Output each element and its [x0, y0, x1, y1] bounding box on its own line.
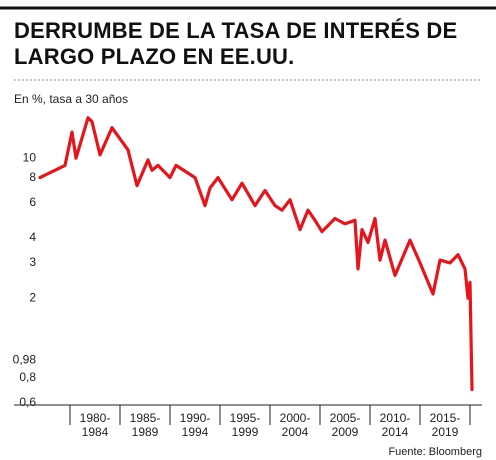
x-tick-label-line: 2019 — [432, 425, 459, 439]
y-tick-label: 3 — [29, 255, 36, 269]
y-tick-label: 4 — [29, 230, 36, 244]
y-tick-label: 0,8 — [19, 370, 36, 384]
source: Fuente: Bloomberg — [388, 446, 482, 458]
x-tick-label: 1990-1994 — [180, 411, 211, 439]
x-tick-label-line: 2000- — [280, 411, 311, 425]
x-tick-label: 2010-2014 — [380, 411, 411, 439]
y-tick-label: 6 — [29, 195, 36, 209]
x-tick-label: 2015-2019 — [430, 411, 461, 439]
chart-title: DERRUMBE DE LA TASA DE INTERÉS DE LARGO … — [14, 18, 458, 69]
x-tick-label-line: 1985- — [130, 411, 161, 425]
subtitle: En %, tasa a 30 años — [14, 92, 128, 106]
y-tick-label: 0,6 — [19, 395, 36, 409]
x-tick-label-line: 2005- — [330, 411, 361, 425]
y-tick-label: 2 — [29, 290, 36, 304]
data-line — [38, 116, 474, 392]
x-tick-label-line: 1995- — [230, 411, 261, 425]
x-tick-label-line: 1989 — [132, 425, 159, 439]
y-tick-label: 10 — [23, 150, 37, 164]
x-tick-label: 2005-2009 — [330, 411, 361, 439]
y-tick-label: 0,98 — [13, 352, 37, 366]
x-tick-label-line: 2004 — [282, 425, 309, 439]
x-tick-label: 1995-1999 — [230, 411, 261, 439]
x-tick-label-line: 2010- — [380, 411, 411, 425]
x-tick-label: 1985-1989 — [130, 411, 161, 439]
x-tick-label-line: 2009 — [332, 425, 359, 439]
x-tick-label-line: 1999 — [232, 425, 259, 439]
x-tick-label-line: 1990- — [180, 411, 211, 425]
x-tick-label-line: 1994 — [182, 425, 209, 439]
x-tick-label-line: 2014 — [382, 425, 409, 439]
y-tick-label: 8 — [29, 170, 36, 184]
x-tick-label-line: 2015- — [430, 411, 461, 425]
x-tick-label: 2000-2004 — [280, 411, 311, 439]
x-tick-label-line: 1980- — [80, 411, 111, 425]
x-tick-label: 1980-1984 — [80, 411, 111, 439]
x-tick-label-line: 1984 — [82, 425, 109, 439]
